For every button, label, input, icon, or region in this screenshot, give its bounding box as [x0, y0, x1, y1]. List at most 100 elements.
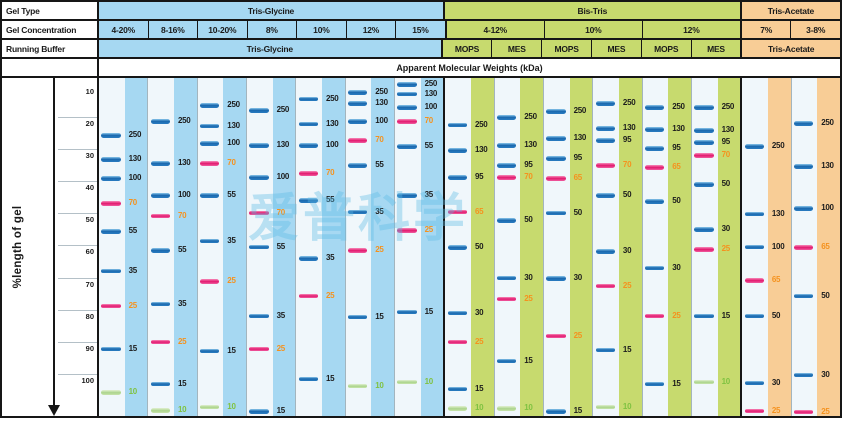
band-label-250kda: 250 — [177, 116, 191, 126]
band-35kda — [397, 193, 417, 198]
band-label-10kda: 10 — [424, 376, 434, 386]
gel-concentration-cell: 3-8% — [790, 21, 840, 38]
tick-row-40: 40 — [58, 182, 97, 215]
band-25kda — [644, 313, 665, 319]
tick-row-90: 90 — [58, 343, 97, 375]
band-30kda — [644, 265, 665, 271]
lane-label-strip: 250 130 100 70 55 35 25 15 — [272, 78, 296, 416]
lane-bis-tris-12%-mes: 250 130 95 70 50 30 25 15 10 — [690, 78, 741, 416]
band-250kda — [546, 109, 566, 114]
band-25kda — [249, 346, 269, 352]
band-250kda — [150, 119, 171, 124]
band-label-130kda: 130 — [474, 145, 488, 155]
tick-row-10: 10 — [58, 86, 97, 119]
band-15kda — [150, 381, 171, 387]
band-label-50kda: 50 — [672, 196, 681, 206]
tick-row-70: 70 — [58, 279, 97, 311]
band-55kda — [101, 229, 121, 234]
band-label-35kda: 35 — [128, 265, 138, 275]
band-70kda — [101, 201, 121, 206]
band-label-55kda: 55 — [424, 141, 434, 151]
band-label-15kda: 15 — [524, 355, 533, 365]
band-70kda — [694, 153, 714, 158]
band-label-15kda: 15 — [622, 344, 632, 354]
band-label-25kda: 25 — [821, 406, 830, 416]
band-50kda — [744, 313, 765, 319]
tick-label-20: 20 — [85, 119, 94, 129]
band-15kda — [101, 346, 121, 352]
y-axis: %length of gel 10 20 30 40 50 60 70 80 90 100 — [2, 78, 99, 416]
band-15kda — [249, 409, 269, 414]
band-label-250kda: 250 — [375, 87, 388, 97]
tick-row-20: 20 — [58, 118, 97, 151]
band-25kda — [199, 279, 220, 284]
lane-tris-glycine-12%-tris-glycine: 250 130 100 70 55 35 25 15 10 — [344, 78, 394, 416]
band-55kda — [397, 144, 417, 149]
band-label-55kda: 55 — [128, 226, 138, 236]
band-25kda — [546, 333, 566, 339]
band-30kda — [793, 372, 814, 378]
band-label-250kda: 250 — [622, 98, 636, 107]
band-130kda — [447, 148, 468, 153]
band-50kda — [694, 182, 714, 187]
gel-concentration-cell: 4-20% — [99, 21, 148, 38]
band-label-15kda: 15 — [227, 345, 236, 355]
band-label-35kda: 35 — [325, 253, 335, 263]
band-70kda — [150, 213, 171, 219]
band-label-15kda: 15 — [424, 306, 434, 316]
lane-band-area — [742, 78, 768, 416]
gel-concentration-cells: 4-20% 8-16% 10-20% 8% 10% 12% 15% 4-12% 10% 12% 7%… — [99, 21, 840, 38]
band-label-55kda: 55 — [325, 195, 335, 205]
band-label-25kda: 25 — [375, 245, 384, 255]
band-15kda — [694, 313, 714, 319]
band-70kda — [298, 171, 319, 176]
band-15kda — [347, 314, 368, 320]
band-label-130kda: 130 — [177, 158, 191, 168]
lane-label-strip: 250 130 100 70 55 35 25 15 10 — [420, 78, 444, 416]
lane-label-strip: 250 130 100 70 55 35 25 15 10 — [173, 78, 197, 416]
band-label-10kda: 10 — [524, 403, 533, 413]
lane-bis-tris-4-12%-mops: 250 130 95 65 50 30 25 15 10 — [443, 78, 494, 416]
band-label-250kda: 250 — [227, 100, 240, 110]
band-25kda — [744, 408, 765, 414]
band-label-70kda: 70 — [721, 150, 731, 160]
band-label-100kda: 100 — [821, 203, 834, 213]
band-label-250kda: 250 — [276, 105, 290, 115]
lane-label-strip: 250 130 95 70 50 30 25 15 10 — [618, 78, 642, 416]
band-15kda — [644, 381, 665, 387]
lane-bis-tris-10%-mes: 250 130 95 70 50 30 25 15 10 — [592, 78, 642, 416]
band-label-70kda: 70 — [375, 135, 384, 145]
band-70kda — [397, 119, 417, 124]
band-30kda — [744, 380, 765, 386]
band-label-30kda: 30 — [474, 307, 484, 317]
band-label-25kda: 25 — [325, 290, 335, 300]
tick-label-100: 100 — [81, 375, 94, 385]
running-buffer-cell: MES — [491, 40, 542, 57]
lane-tris-acetate-3-8%-tris-acetate: 250 130 100 65 50 30 25 — [790, 78, 840, 416]
band-label-25kda: 25 — [573, 330, 583, 340]
band-10kda — [199, 404, 220, 410]
band-label-50kda: 50 — [524, 215, 533, 225]
band-65kda — [644, 165, 665, 170]
band-130kda — [101, 157, 121, 162]
band-label-130kda: 130 — [821, 161, 834, 171]
band-label-55kda: 55 — [227, 190, 236, 200]
band-label-25kda: 25 — [771, 405, 781, 415]
gel-type-cell: Bis-Tris — [442, 2, 740, 19]
band-55kda — [298, 198, 319, 203]
running-buffer-cells: Tris-Glycine MOPS MES MOPS MES MOPS MES Tris-Ac… — [99, 40, 840, 57]
band-label-70kda: 70 — [325, 168, 335, 178]
running-buffer-cell: MOPS — [541, 40, 591, 57]
band-label-30kda: 30 — [821, 369, 830, 379]
band-130kda — [793, 164, 814, 169]
band-15kda — [199, 348, 220, 354]
band-label-25kda: 25 — [672, 310, 681, 320]
lane-label-strip: 250 130 100 70 55 35 25 15 10 — [124, 78, 148, 416]
band-label-15kda: 15 — [325, 373, 335, 383]
band-95kda — [496, 163, 517, 168]
gel-concentration-cell: 7% — [739, 21, 791, 38]
band-label-30kda: 30 — [622, 246, 632, 256]
band-250kda — [496, 115, 517, 120]
lane-label-strip: 250 130 95 70 50 30 25 15 10 — [717, 78, 741, 416]
